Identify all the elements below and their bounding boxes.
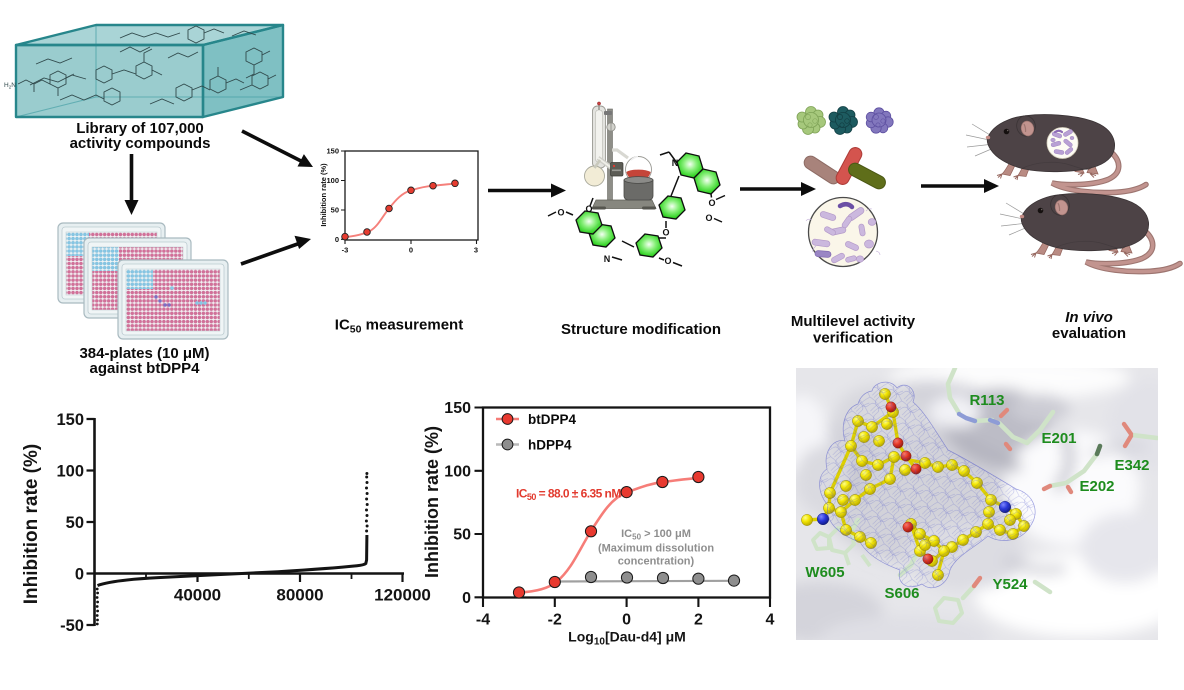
svg-text:O: O: [585, 204, 592, 214]
svg-text:80000: 80000: [276, 586, 323, 605]
svg-text:Inhibition rate (%): Inhibition rate (%): [319, 163, 328, 227]
svg-text:384-plates (10 μM): 384-plates (10 μM): [79, 345, 209, 362]
svg-text:-50: -50: [60, 617, 84, 635]
svg-text:btDPP4: btDPP4: [528, 412, 577, 427]
svg-text:120000: 120000: [374, 586, 431, 605]
svg-text:3: 3: [474, 246, 478, 255]
svg-text:In vivo: In vivo: [1065, 309, 1113, 326]
svg-text:50: 50: [453, 527, 471, 544]
svg-text:S606: S606: [884, 585, 919, 602]
svg-text:Structure modification: Structure modification: [561, 321, 721, 338]
svg-text:W605: W605: [805, 564, 844, 581]
svg-text:Inhibition rate (%): Inhibition rate (%): [422, 426, 442, 578]
svg-text:Y524: Y524: [992, 576, 1028, 593]
svg-text:hDPP4: hDPP4: [528, 437, 572, 452]
svg-text:2: 2: [694, 612, 703, 629]
svg-text:activity compounds: activity compounds: [70, 135, 211, 152]
svg-text:100: 100: [444, 463, 471, 480]
svg-text:N: N: [672, 158, 679, 168]
svg-text:0: 0: [622, 612, 631, 629]
svg-text:0: 0: [75, 565, 84, 583]
svg-text:concentration): concentration): [618, 555, 695, 567]
svg-text:0: 0: [462, 590, 471, 607]
svg-text:E342: E342: [1114, 457, 1149, 474]
svg-text:E201: E201: [1041, 430, 1076, 447]
svg-text:against btDPP4: against btDPP4: [89, 360, 200, 377]
svg-text:150: 150: [56, 411, 84, 429]
svg-text:-4: -4: [476, 612, 490, 629]
svg-text:O: O: [705, 213, 712, 223]
svg-text:H2N: H2N: [4, 82, 16, 90]
svg-text:O: O: [664, 256, 671, 266]
svg-text:50: 50: [331, 206, 339, 215]
svg-text:R113: R113: [969, 392, 1004, 409]
svg-text:-2: -2: [548, 612, 562, 629]
svg-text:100: 100: [326, 176, 339, 185]
svg-text:50: 50: [66, 514, 84, 532]
svg-text:IC50 > 100 μM: IC50 > 100 μM: [621, 528, 691, 542]
svg-text:N: N: [604, 254, 611, 264]
svg-text:O: O: [708, 198, 715, 208]
svg-text:150: 150: [326, 147, 339, 156]
svg-text:Inhibition rate (%): Inhibition rate (%): [21, 444, 42, 604]
svg-text:-3: -3: [342, 246, 349, 255]
svg-text:Multilevel activity: Multilevel activity: [791, 313, 916, 330]
svg-text:O: O: [557, 208, 564, 218]
svg-text:0: 0: [335, 235, 339, 244]
svg-text:IC50 = 88.0 ± 6.35 nM: IC50 = 88.0 ± 6.35 nM: [516, 487, 621, 503]
svg-text:40000: 40000: [174, 586, 221, 605]
svg-text:evaluation: evaluation: [1052, 325, 1126, 342]
svg-text:verification: verification: [813, 330, 893, 347]
svg-text:150: 150: [444, 400, 471, 417]
svg-text:100: 100: [56, 462, 84, 480]
svg-text:Library of 107,000: Library of 107,000: [76, 120, 204, 137]
svg-text:E202: E202: [1079, 478, 1114, 495]
svg-text:O: O: [662, 228, 669, 238]
svg-text:IC50 measurement: IC50 measurement: [335, 317, 463, 336]
svg-text:0: 0: [409, 246, 413, 255]
svg-text:(Maximum dissolution: (Maximum dissolution: [598, 543, 714, 555]
svg-text:4: 4: [766, 612, 775, 629]
